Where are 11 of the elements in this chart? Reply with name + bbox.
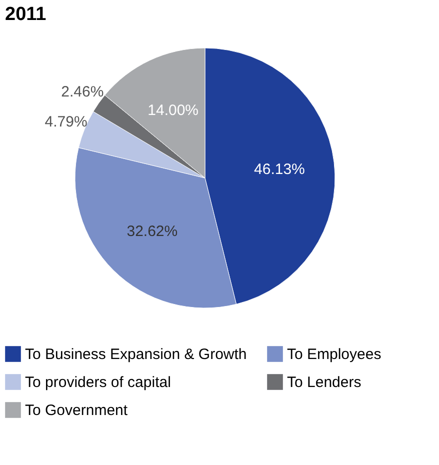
data-label: 46.13% xyxy=(254,160,305,178)
legend-label: To Employees xyxy=(287,346,382,363)
legend-label: To Government xyxy=(25,402,128,419)
legend-label: To providers of capital xyxy=(25,374,171,391)
legend-label: To Lenders xyxy=(287,374,362,391)
legend-label: To Business Expansion & Growth xyxy=(25,346,247,363)
data-label: 2.46% xyxy=(61,84,104,101)
data-label: 4.79% xyxy=(44,114,88,131)
data-label: 14.00% xyxy=(148,102,199,120)
chart-title: 2011 xyxy=(5,4,47,25)
data-label: 32.62% xyxy=(126,223,178,240)
